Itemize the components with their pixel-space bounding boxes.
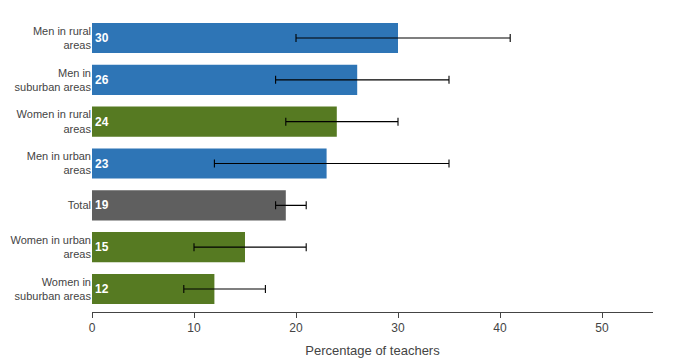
svg-text:Men insuburban areas: Men insuburban areas bbox=[15, 67, 92, 93]
svg-text:10: 10 bbox=[187, 321, 201, 335]
svg-text:0: 0 bbox=[89, 321, 96, 335]
svg-text:Total: Total bbox=[68, 199, 91, 211]
svg-text:Women in urbanareas: Women in urbanareas bbox=[10, 234, 91, 260]
svg-text:30: 30 bbox=[95, 31, 109, 45]
svg-text:24: 24 bbox=[95, 115, 109, 129]
svg-text:50: 50 bbox=[595, 321, 609, 335]
svg-text:15: 15 bbox=[95, 240, 109, 254]
svg-text:12: 12 bbox=[95, 282, 109, 296]
svg-text:Percentage of teachers: Percentage of teachers bbox=[305, 343, 440, 358]
svg-text:19: 19 bbox=[95, 198, 109, 212]
svg-text:40: 40 bbox=[493, 321, 507, 335]
svg-text:Men in ruralareas: Men in ruralareas bbox=[33, 25, 92, 51]
svg-text:20: 20 bbox=[289, 321, 303, 335]
svg-text:Women in ruralareas: Women in ruralareas bbox=[17, 108, 92, 134]
svg-text:23: 23 bbox=[95, 157, 109, 171]
svg-text:Women insuburban areas: Women insuburban areas bbox=[15, 276, 92, 302]
svg-text:26: 26 bbox=[95, 73, 109, 87]
svg-text:30: 30 bbox=[391, 321, 405, 335]
svg-text:Men in urbanareas: Men in urbanareas bbox=[27, 150, 92, 176]
